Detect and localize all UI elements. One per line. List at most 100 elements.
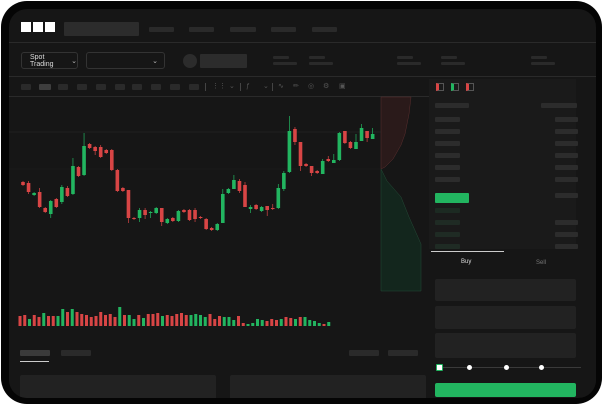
chevron-down-icon[interactable]: ⌄: [229, 83, 235, 90]
interval-button-active[interactable]: [39, 84, 51, 90]
volume-bar: [308, 320, 312, 326]
interval-button[interactable]: [77, 84, 87, 90]
candle-body: [60, 187, 64, 202]
buy-book-icon[interactable]: [451, 83, 459, 91]
interval-button[interactable]: [58, 84, 68, 90]
tab-buy[interactable]: Buy: [461, 259, 472, 265]
volume-bar: [189, 315, 193, 326]
candle-body: [43, 208, 47, 212]
volume-bar: [156, 313, 160, 326]
volume-bar: [56, 316, 60, 326]
interval-button[interactable]: [115, 84, 125, 90]
filter-button[interactable]: [349, 350, 379, 356]
volume-bar: [322, 324, 326, 326]
bid-row-size: [555, 232, 578, 237]
nav-item[interactable]: [149, 27, 174, 32]
nav-item[interactable]: [230, 27, 256, 32]
candle-body: [87, 144, 92, 148]
volume-bar: [237, 316, 240, 326]
pair-dropdown[interactable]: ⌄: [86, 52, 165, 69]
camera-icon[interactable]: ◎: [308, 83, 315, 90]
slider-step-50[interactable]: [504, 365, 509, 370]
candle-type-icon[interactable]: ⋮⋮: [212, 83, 226, 90]
settings-icon[interactable]: ⚙: [323, 83, 330, 90]
chevron-down-icon[interactable]: ⌄: [263, 83, 269, 90]
volume-bar: [170, 316, 174, 326]
candle-body: [93, 147, 97, 151]
tab-sell[interactable]: Sell: [536, 260, 547, 266]
volume-bar: [70, 309, 74, 326]
ruler-icon[interactable]: ✏: [293, 83, 299, 90]
interval-button[interactable]: [132, 84, 142, 90]
candle-body: [304, 164, 308, 166]
volume-bar: [327, 322, 331, 326]
interval-button[interactable]: [21, 84, 31, 90]
chevron-down-icon: ⌄: [71, 57, 77, 65]
market-type-dropdown[interactable]: Spot Trading ⌄: [21, 52, 78, 69]
candle-body: [309, 166, 314, 173]
buy-sell-book-icon[interactable]: [436, 83, 444, 91]
nav-item[interactable]: [189, 27, 214, 32]
app-screen: Spot Trading ⌄ ⌄ ⋮⋮ ⌄ ƒ ⌄ ∿ ✏ ◎ ⚙ ▣: [9, 9, 596, 398]
candle-body: [193, 210, 197, 219]
volume-bar: [303, 317, 307, 326]
amount-input[interactable]: [435, 306, 576, 329]
indicator-icon[interactable]: ƒ: [246, 83, 250, 90]
tab-open-orders[interactable]: [20, 350, 50, 356]
stat-value: [397, 62, 421, 65]
line-icon[interactable]: ∿: [278, 83, 284, 90]
volume-bar: [61, 309, 65, 326]
volume-bars: [18, 307, 331, 326]
candle-body: [320, 161, 325, 174]
candle-body: [359, 128, 364, 141]
volume-bar: [85, 315, 88, 326]
sell-book-icon[interactable]: [466, 83, 474, 91]
filter-button[interactable]: [388, 350, 418, 356]
total-input[interactable]: [435, 333, 576, 358]
interval-button[interactable]: [96, 84, 106, 90]
interval-button[interactable]: [189, 84, 199, 90]
price-input[interactable]: [435, 279, 576, 301]
ask-row-size: [555, 117, 578, 122]
candle-body: [71, 166, 75, 194]
buy-button[interactable]: [435, 383, 576, 397]
candle-body: [332, 160, 336, 163]
market-type-label: Spot Trading: [30, 53, 54, 68]
candle-body: [354, 142, 358, 149]
candle-body: [37, 192, 42, 207]
slider-step-75[interactable]: [539, 365, 544, 370]
volume-bar: [118, 307, 122, 326]
nav-item[interactable]: [312, 27, 337, 32]
last-price-highlight: [435, 193, 469, 203]
volume-bar: [222, 317, 226, 326]
ask-row-price: [435, 129, 460, 134]
stat-value: [309, 62, 333, 65]
bid-row-price: [435, 244, 460, 249]
candle-body: [204, 219, 208, 229]
toolbar-separator: [205, 83, 206, 91]
candle-body: [65, 188, 70, 196]
volume-bar: [241, 323, 245, 326]
amount-slider-handle[interactable]: [436, 364, 443, 371]
volume-bar: [51, 316, 55, 326]
volume-bar: [23, 315, 27, 326]
volume-bar: [37, 317, 41, 326]
candle-body: [221, 194, 225, 223]
amount-slider-track[interactable]: [439, 367, 589, 368]
nav-item[interactable]: [271, 27, 296, 32]
tab-order-history[interactable]: [61, 350, 91, 356]
search-placeholder[interactable]: [64, 22, 139, 36]
interval-button[interactable]: [170, 84, 180, 90]
candle-body: [337, 133, 342, 160]
fullscreen-icon[interactable]: ▣: [339, 83, 346, 90]
slider-step-25[interactable]: [467, 365, 472, 370]
candle-body: [110, 150, 114, 170]
ask-row-size: [555, 193, 578, 198]
volume-bar: [294, 319, 297, 326]
okx-logo[interactable]: [21, 22, 55, 32]
ask-row-price: [435, 117, 460, 122]
candle-body: [254, 205, 258, 209]
candle-body: [76, 167, 81, 176]
candle-body: [343, 131, 347, 143]
interval-button[interactable]: [151, 84, 161, 90]
